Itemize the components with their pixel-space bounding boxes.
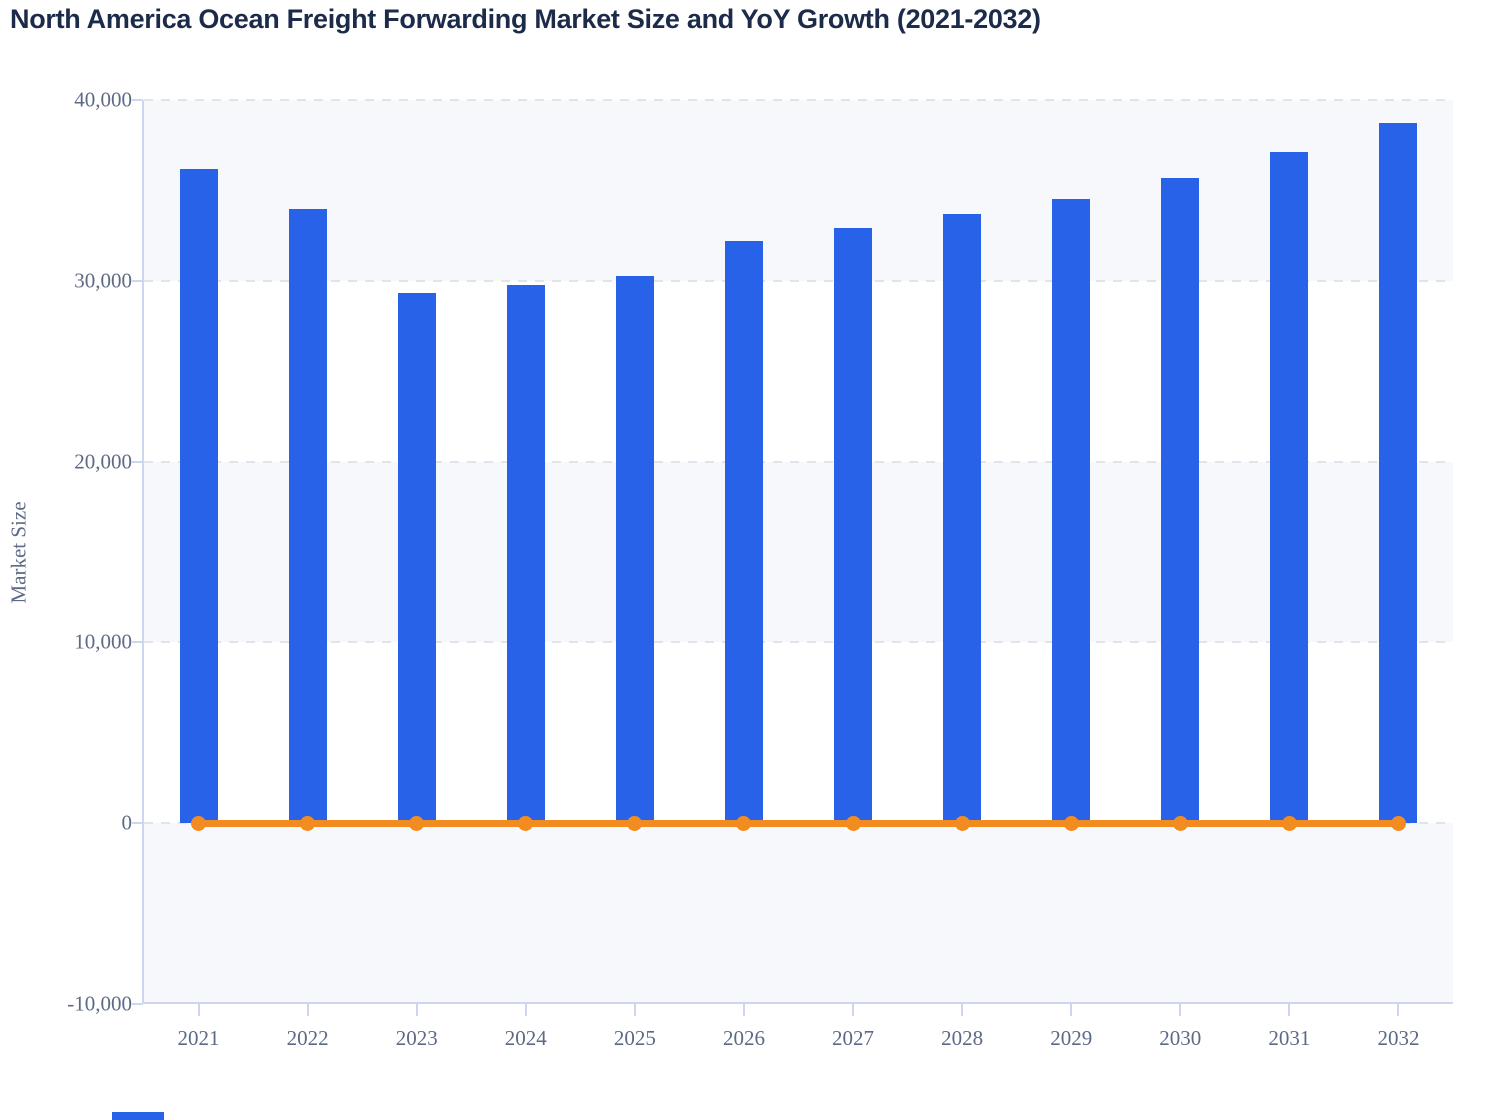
y-axis-tick (132, 279, 143, 282)
yoy-growth-line[interactable] (198, 819, 1399, 827)
gridline (144, 460, 1453, 463)
x-axis-tick (1179, 1004, 1182, 1016)
yoy-point-2025[interactable] (627, 815, 643, 831)
yoy-point-2024[interactable] (518, 815, 534, 831)
bar-2022[interactable] (288, 209, 327, 824)
split-area-band (144, 461, 1453, 643)
bar-2032[interactable] (1379, 122, 1418, 824)
y-axis-tick (132, 99, 143, 101)
bar-2023[interactable] (397, 293, 436, 824)
clipped-partial-element (112, 1112, 164, 1120)
yoy-point-2026[interactable] (736, 815, 752, 831)
split-area-band (144, 823, 1453, 1004)
x-axis-tick (1288, 1004, 1291, 1016)
bar-2027[interactable] (834, 228, 873, 824)
bar-2030[interactable] (1161, 177, 1200, 824)
x-axis-label-2021: 2021 (177, 1026, 220, 1050)
bar-2029[interactable] (1052, 198, 1091, 824)
y-axis-label: 40,000 (74, 87, 132, 112)
x-axis-label-2025: 2025 (613, 1026, 656, 1050)
yoy-point-2027[interactable] (845, 815, 861, 831)
x-axis-tick (524, 1004, 527, 1016)
x-axis-tick (852, 1004, 855, 1016)
gridline (144, 641, 1453, 644)
x-axis-tick (197, 1004, 200, 1016)
bar-2025[interactable] (615, 276, 654, 824)
y-axis-tick (132, 460, 143, 463)
gridline (144, 99, 1453, 101)
chart-title: North America Ocean Freight Forwarding M… (10, 4, 1041, 34)
y-axis-label: 30,000 (74, 268, 132, 293)
y-axis-label: 10,000 (74, 629, 132, 654)
x-axis-tick (306, 1004, 309, 1016)
y-axis-tick (132, 1003, 143, 1005)
yoy-point-2031[interactable] (1281, 815, 1297, 831)
y-axis-tick (132, 822, 143, 825)
bar-2026[interactable] (724, 241, 763, 824)
x-axis-line (142, 1002, 1453, 1004)
bar-2031[interactable] (1270, 152, 1309, 824)
x-axis-tick (415, 1004, 418, 1016)
x-axis-label-2023: 2023 (395, 1026, 438, 1050)
bar-2028[interactable] (943, 213, 982, 824)
split-area-band (144, 642, 1453, 823)
split-area-band (144, 281, 1453, 462)
yoy-point-2029[interactable] (1063, 815, 1079, 831)
x-axis-label-2026: 2026 (722, 1026, 765, 1050)
x-axis-label-2028: 2028 (941, 1026, 984, 1050)
x-axis-label-2030: 2030 (1159, 1026, 1202, 1050)
plot-area: 40,000 30,000 20,000 10,000 0 -10,000 2021 2022… (67, 88, 1453, 1050)
x-axis-tick (633, 1004, 636, 1016)
yoy-point-2023[interactable] (409, 815, 425, 831)
x-axis-tick (742, 1004, 745, 1016)
y-axis-line (142, 100, 144, 1004)
yoy-point-2022[interactable] (300, 815, 316, 831)
x-axis-label-2027: 2027 (832, 1026, 875, 1050)
y-axis-title-wrap: Market Size (2, 100, 36, 1004)
bar-2021[interactable] (179, 168, 218, 824)
y-axis-title: Market Size (6, 500, 31, 604)
y-axis-label: -10,000 (67, 991, 132, 1016)
y-axis-label: 0 (121, 810, 133, 835)
y-axis-label: 20,000 (74, 449, 132, 474)
x-axis-label-2031: 2031 (1268, 1026, 1311, 1050)
x-axis-label-2022: 2022 (286, 1026, 329, 1050)
x-axis-label-2032: 2032 (1377, 1026, 1420, 1050)
y-axis-tick (132, 641, 143, 644)
split-area-band (144, 100, 1453, 281)
yoy-point-2021[interactable] (191, 815, 207, 831)
yoy-point-2028[interactable] (954, 815, 970, 831)
x-axis-label-2029: 2029 (1050, 1026, 1093, 1050)
x-axis-tick (1397, 1004, 1400, 1016)
x-axis-label-2024: 2024 (504, 1026, 547, 1050)
gridline (144, 279, 1453, 282)
x-axis-tick (961, 1004, 964, 1016)
x-axis-tick (1070, 1004, 1073, 1016)
bar-2024[interactable] (506, 285, 545, 824)
yoy-point-2032[interactable] (1390, 815, 1406, 831)
yoy-point-2030[interactable] (1172, 815, 1188, 831)
